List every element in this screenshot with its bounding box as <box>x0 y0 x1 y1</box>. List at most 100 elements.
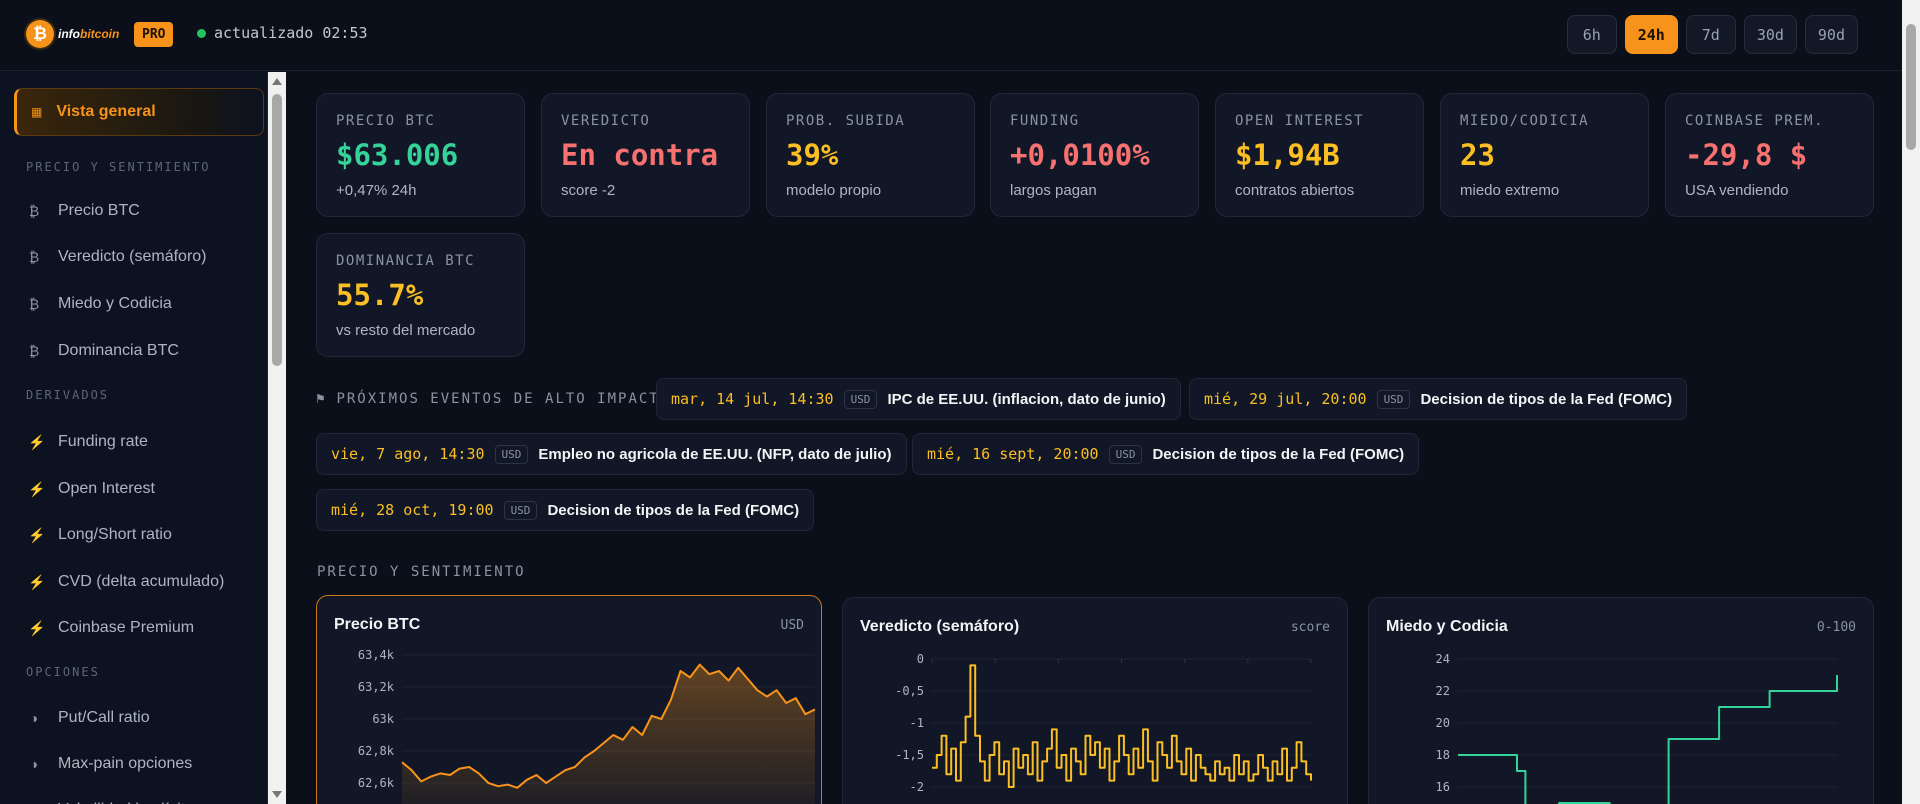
data-point <box>584 757 586 759</box>
data-point <box>670 699 672 701</box>
data-point <box>1786 690 1788 692</box>
data-point <box>1310 780 1312 782</box>
range-button-24h[interactable]: 24h <box>1624 15 1678 54</box>
scroll-down-arrow-icon[interactable] <box>272 791 282 798</box>
logo[interactable]: ₿ infobitcoin <box>26 19 120 49</box>
data-point <box>1195 754 1197 756</box>
stat-card-funding[interactable]: FUNDING +0,0100% largos pagan <box>990 93 1199 217</box>
sidebar-item-long-short-ratio[interactable]: ⚡ Long/Short ratio <box>28 526 172 544</box>
update-status-text: actualizado 02:53 <box>214 24 368 42</box>
sidebar-scrollbar-thumb[interactable] <box>272 94 282 366</box>
event-item[interactable]: mié, 28 oct, 19:00 USD Decision de tipos d… <box>316 489 815 531</box>
range-button-7d[interactable]: 7d <box>1685 15 1736 54</box>
data-point <box>1051 729 1053 731</box>
data-point <box>1003 761 1005 763</box>
range-button-6h[interactable]: 6h <box>1566 15 1617 54</box>
data-point <box>1075 761 1077 763</box>
stat-label: MIEDO/CODICIA <box>1460 113 1590 129</box>
data-point <box>1162 754 1164 756</box>
event-item[interactable]: vie, 7 ago, 14:30 USD Empleo no agricola d… <box>316 433 907 475</box>
data-point <box>805 713 807 715</box>
data-point <box>1243 761 1245 763</box>
data-point <box>632 726 634 728</box>
stat-card-miedo-codicia[interactable]: MIEDO/CODICIA 23 miedo extremo <box>1440 93 1649 217</box>
bolt-icon: ⚡ <box>28 619 46 636</box>
stat-card-open-interest[interactable]: OPEN INTEREST $1,94B contratos abiertos <box>1215 93 1424 217</box>
data-point <box>1104 748 1106 750</box>
sidebar-item-vista-general[interactable]: ▦ Vista general <box>14 88 264 136</box>
sidebar-item-open-interest[interactable]: ⚡ Open Interest <box>28 480 155 498</box>
stat-label: FUNDING <box>1010 113 1080 129</box>
data-point <box>1027 773 1029 775</box>
data-point <box>946 773 948 775</box>
data-point <box>965 716 967 718</box>
stat-label: PROB. SUBIDA <box>786 113 906 129</box>
sidebar-item-precio-btc[interactable]: ₿ Precio BTC <box>28 202 140 220</box>
stat-card-prob-subida[interactable]: PROB. SUBIDA 39% modelo propio <box>766 93 975 217</box>
fear-greed-chart: 24 22 20 18 16 <box>1436 652 1838 804</box>
event-currency: USD <box>1376 389 1411 409</box>
data-point <box>1090 754 1092 756</box>
data-point <box>974 735 976 737</box>
sidebar-item-max-pain-opciones[interactable]: ◑ Max-pain opciones <box>28 755 193 773</box>
data-point <box>1727 706 1729 708</box>
event-item[interactable]: mié, 16 sept, 20:00 USD Decision de tipos … <box>912 433 1420 475</box>
data-point <box>960 741 962 743</box>
sidebar-item-cvd-delta-acumulado[interactable]: ⚡ CVD (delta acumulado) <box>28 573 224 591</box>
data-point <box>1253 773 1255 775</box>
sidebar-section-title: OPCIONES <box>26 665 100 679</box>
data-point <box>1305 773 1307 775</box>
stat-label: OPEN INTEREST <box>1235 113 1365 129</box>
stat-card-precio-btc[interactable]: PRECIO BTC $63.006 +0,47% 24h <box>316 93 525 217</box>
data-point <box>1701 738 1703 740</box>
sidebar-item-coinbase-premium[interactable]: ⚡ Coinbase Premium <box>28 619 194 637</box>
data-point <box>459 768 461 770</box>
event-currency: USD <box>494 444 529 464</box>
data-point <box>420 781 422 783</box>
stat-value: 39% <box>786 138 839 172</box>
range-button-30d[interactable]: 30d <box>1743 15 1797 54</box>
sidebar-item-funding-rate[interactable]: ⚡ Funding rate <box>28 433 148 451</box>
data-point <box>1176 761 1178 763</box>
y-tick-label: 63,2k <box>358 680 395 694</box>
page-scrollbar-thumb[interactable] <box>1906 24 1916 150</box>
data-point <box>1080 773 1082 775</box>
half-circle-icon: ◑ <box>28 802 40 804</box>
bitcoin-icon: ₿ <box>28 249 40 265</box>
chart-card-miedo-codicia[interactable]: Miedo y Codicia 0-100 24 22 20 18 16 <box>1368 597 1874 804</box>
range-button-90d[interactable]: 90d <box>1804 15 1858 54</box>
event-currency: USD <box>503 500 538 520</box>
sidebar-item-veredicto-sem-foro[interactable]: ₿ Veredicto (semáforo) <box>28 248 207 266</box>
data-point <box>1032 741 1034 743</box>
data-point <box>1186 748 1188 750</box>
chart-card-veredicto[interactable]: Veredicto (semáforo) score 0 -0,5 -1 -1,5 -2 <box>842 597 1348 804</box>
data-point <box>1219 773 1221 775</box>
event-item[interactable]: mié, 29 jul, 20:00 USD Decision de tipos d… <box>1189 378 1688 420</box>
data-point <box>526 779 528 781</box>
data-point <box>1668 738 1670 740</box>
scroll-up-arrow-icon[interactable] <box>272 78 282 85</box>
data-point <box>1109 780 1111 782</box>
data-point <box>1257 754 1259 756</box>
sidebar-item-label: Vista general <box>56 103 156 120</box>
data-point <box>1147 761 1149 763</box>
stat-value: En contra <box>561 138 719 172</box>
sidebar: ▦ Vista general PRECIO Y SENTIMIENTO ₿ Pre… <box>0 72 268 804</box>
sidebar-item-volatilidad-impl-cita[interactable]: ◑ Volatilidad implícita <box>28 801 194 804</box>
sidebar-item-dominancia-btc[interactable]: ₿ Dominancia BTC <box>28 342 179 360</box>
stat-subtext: USA vendiendo <box>1685 182 1789 199</box>
data-point <box>1466 754 1468 756</box>
data-point <box>1018 767 1020 769</box>
page-scrollbar[interactable] <box>1902 0 1920 804</box>
sidebar-item-label: Long/Short ratio <box>58 526 172 543</box>
sidebar-item-put-call-ratio[interactable]: ◑ Put/Call ratio <box>28 709 150 727</box>
stat-card-veredicto[interactable]: VEREDICTO En contra score -2 <box>541 93 750 217</box>
sidebar-item-miedo-y-codicia[interactable]: ₿ Miedo y Codicia <box>28 295 172 313</box>
sidebar-scrollbar[interactable] <box>268 72 286 804</box>
stat-card-dominancia-btc[interactable]: DOMINANCIA BTC 55.7% vs resto del mercado <box>316 233 525 357</box>
stat-card-coinbase-prem[interactable]: COINBASE PREM. -29,8 $ USA vendiendo <box>1665 93 1874 217</box>
bitcoin-icon: ₿ <box>28 343 40 359</box>
event-item[interactable]: mar, 14 jul, 14:30 USD IPC de EE.UU. (infl… <box>656 378 1181 420</box>
data-point <box>1811 690 1813 692</box>
chart-card-precio-btc[interactable]: Precio BTC USD 63,4k 63,2k 63k 62,8k 62,6k <box>316 595 822 804</box>
